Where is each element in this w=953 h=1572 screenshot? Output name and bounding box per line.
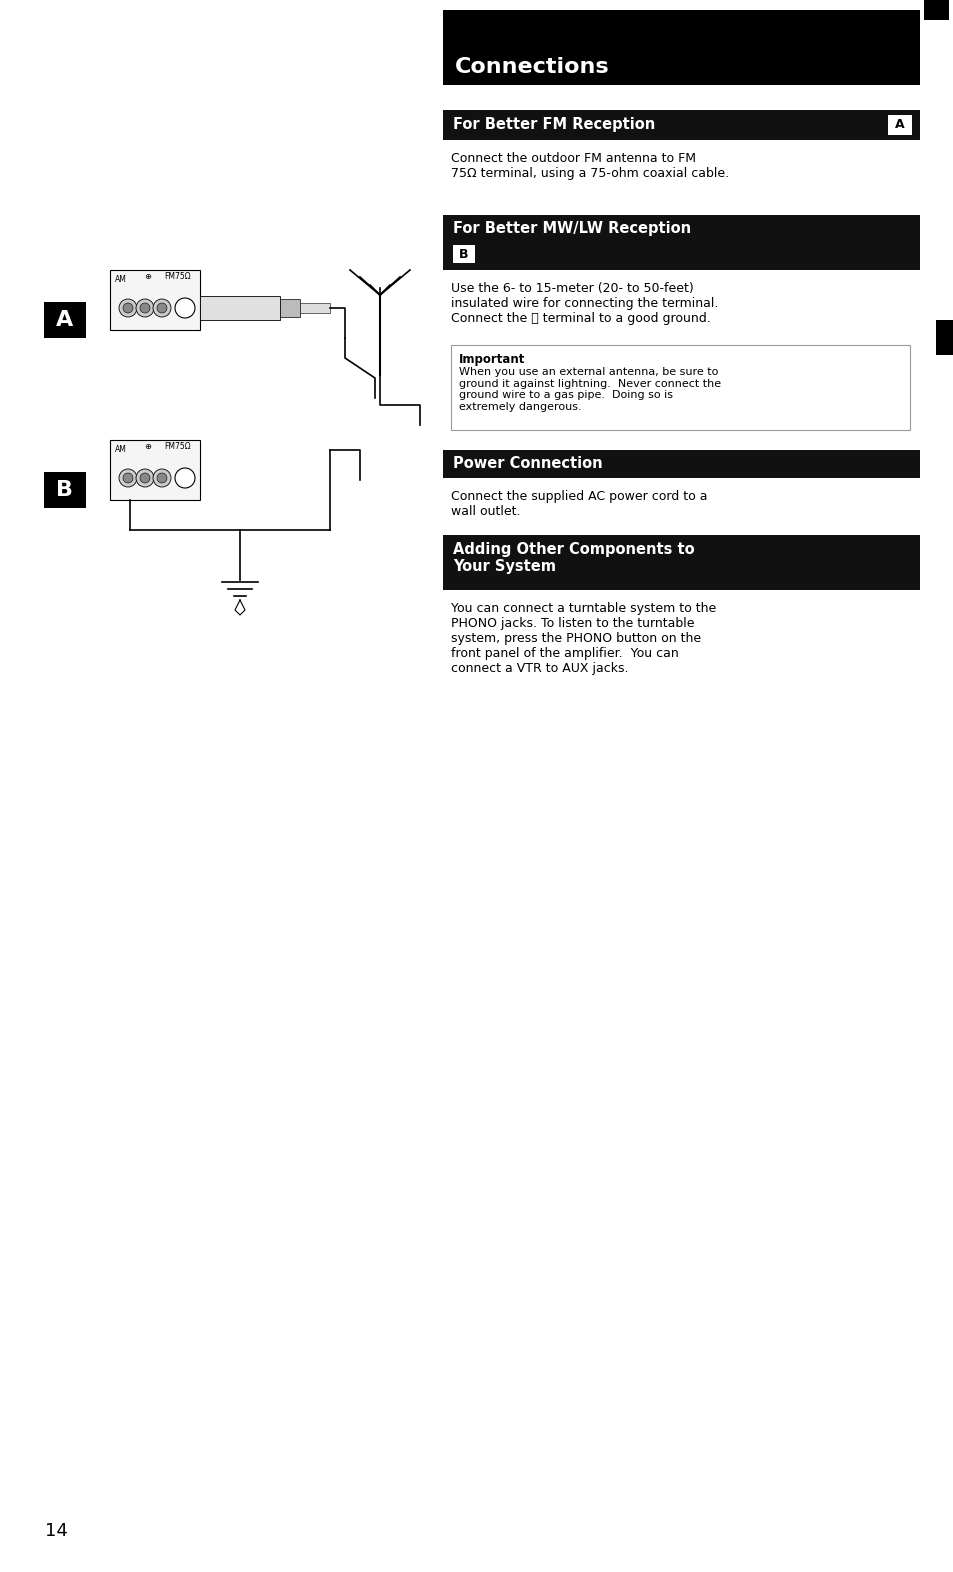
Bar <box>280 299 299 318</box>
Circle shape <box>174 468 194 487</box>
Bar <box>442 110 919 140</box>
Text: FM75Ω: FM75Ω <box>165 272 192 281</box>
Text: Use the 6- to 15-meter (20- to 50-feet)
insulated wire for connecting the termin: Use the 6- to 15-meter (20- to 50-feet) … <box>451 281 718 325</box>
Bar <box>442 450 919 478</box>
Bar <box>200 296 280 321</box>
Circle shape <box>152 299 171 318</box>
Bar <box>887 115 911 135</box>
Circle shape <box>157 303 167 313</box>
Circle shape <box>140 473 150 483</box>
Circle shape <box>119 468 137 487</box>
Text: Connect the outdoor FM antenna to FM
75Ω terminal, using a 75-ohm coaxial cable.: Connect the outdoor FM antenna to FM 75Ω… <box>451 152 728 181</box>
Bar <box>935 321 953 355</box>
Circle shape <box>136 299 153 318</box>
Bar <box>442 534 919 590</box>
Text: 14: 14 <box>45 1522 68 1541</box>
Bar <box>442 215 919 270</box>
Text: Adding Other Components to
Your System: Adding Other Components to Your System <box>453 542 694 574</box>
Text: B: B <box>56 479 73 500</box>
Bar <box>453 245 475 263</box>
Text: Connections: Connections <box>455 57 609 77</box>
Text: ⊕: ⊕ <box>144 442 152 451</box>
Circle shape <box>174 299 194 318</box>
Text: AM: AM <box>115 275 127 285</box>
Text: AM: AM <box>115 445 127 454</box>
Circle shape <box>140 303 150 313</box>
Text: For Better FM Reception: For Better FM Reception <box>453 118 655 132</box>
Text: Connect the supplied AC power cord to a
wall outlet.: Connect the supplied AC power cord to a … <box>451 490 707 519</box>
Bar <box>451 344 909 431</box>
Bar <box>44 472 86 508</box>
Circle shape <box>119 299 137 318</box>
Bar <box>299 303 330 313</box>
Bar <box>110 270 200 330</box>
Circle shape <box>157 473 167 483</box>
Text: For Better MW/LW Reception: For Better MW/LW Reception <box>453 222 690 236</box>
Text: B: B <box>458 247 468 261</box>
Text: ⊕: ⊕ <box>144 272 152 281</box>
Text: When you use an external antenna, be sure to
ground it against lightning.  Never: When you use an external antenna, be sur… <box>458 366 720 412</box>
Bar <box>110 440 200 500</box>
Text: You can connect a turntable system to the
PHONO jacks. To listen to the turntabl: You can connect a turntable system to th… <box>451 602 716 674</box>
Bar <box>44 302 86 338</box>
Text: Power Connection: Power Connection <box>453 456 602 472</box>
Circle shape <box>123 473 132 483</box>
Text: Important: Important <box>458 354 525 366</box>
Circle shape <box>152 468 171 487</box>
Circle shape <box>136 468 153 487</box>
Bar <box>442 9 919 85</box>
Text: A: A <box>56 310 73 330</box>
Bar <box>923 0 948 20</box>
Text: FM75Ω: FM75Ω <box>165 442 192 451</box>
Text: A: A <box>894 118 903 132</box>
Circle shape <box>123 303 132 313</box>
